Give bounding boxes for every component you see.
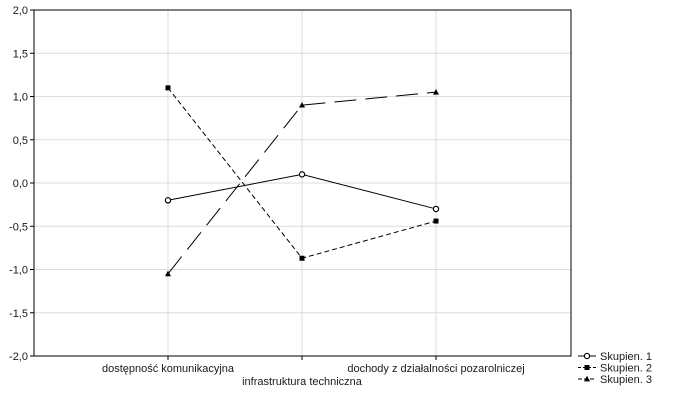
data-point: [432, 205, 440, 213]
legend-label: Skupien. 2: [600, 363, 652, 375]
series-group: [164, 85, 440, 277]
legend-label: Skupien. 3: [600, 374, 652, 386]
data-point: [164, 197, 172, 204]
data-point: [433, 218, 439, 224]
series-line: [167, 91, 437, 275]
legend-item: Skupien. 1: [578, 351, 652, 363]
y-tick-label: -1,5: [9, 308, 28, 320]
series-1: [164, 171, 440, 213]
x-tick-label: dochody z działalności pozarolniczej: [347, 363, 524, 375]
legend-marker: [583, 352, 591, 360]
y-tick-label: 0,5: [13, 135, 28, 147]
legend-item: Skupien. 3: [578, 374, 652, 386]
y-tick-label: 1,5: [13, 48, 28, 60]
x-tick-label: infrastruktura techniczna: [242, 376, 363, 388]
series-3: [165, 88, 439, 277]
x-axis: dostępność komunikacyjna infrastruktura t…: [102, 356, 525, 388]
series-2: [165, 85, 439, 261]
y-tick-label: 0,0: [13, 178, 28, 190]
y-tick-label: 2,0: [13, 5, 28, 17]
data-point: [165, 270, 171, 277]
y-tick-label: -2,0: [9, 351, 28, 363]
y-axis: -2,0 -1,5 -1,0 -0,5 0,0 0,5 1,0 1,5 2,0: [9, 5, 34, 363]
y-tick-label: -1,0: [9, 265, 28, 277]
data-point: [433, 88, 439, 95]
y-tick-label: -0,5: [9, 221, 28, 233]
y-tick-label: 1,0: [13, 92, 28, 104]
x-tick-label: dostępność komunikacyjna: [102, 363, 235, 375]
data-point: [298, 171, 306, 178]
legend-item: Skupien. 2: [578, 363, 652, 375]
grid: [34, 10, 571, 356]
data-point: [299, 101, 305, 108]
legend-marker: [584, 365, 590, 370]
legend-label: Skupien. 1: [600, 351, 652, 363]
legend-marker: [584, 375, 590, 382]
data-point: [299, 255, 305, 261]
data-point: [165, 85, 171, 91]
